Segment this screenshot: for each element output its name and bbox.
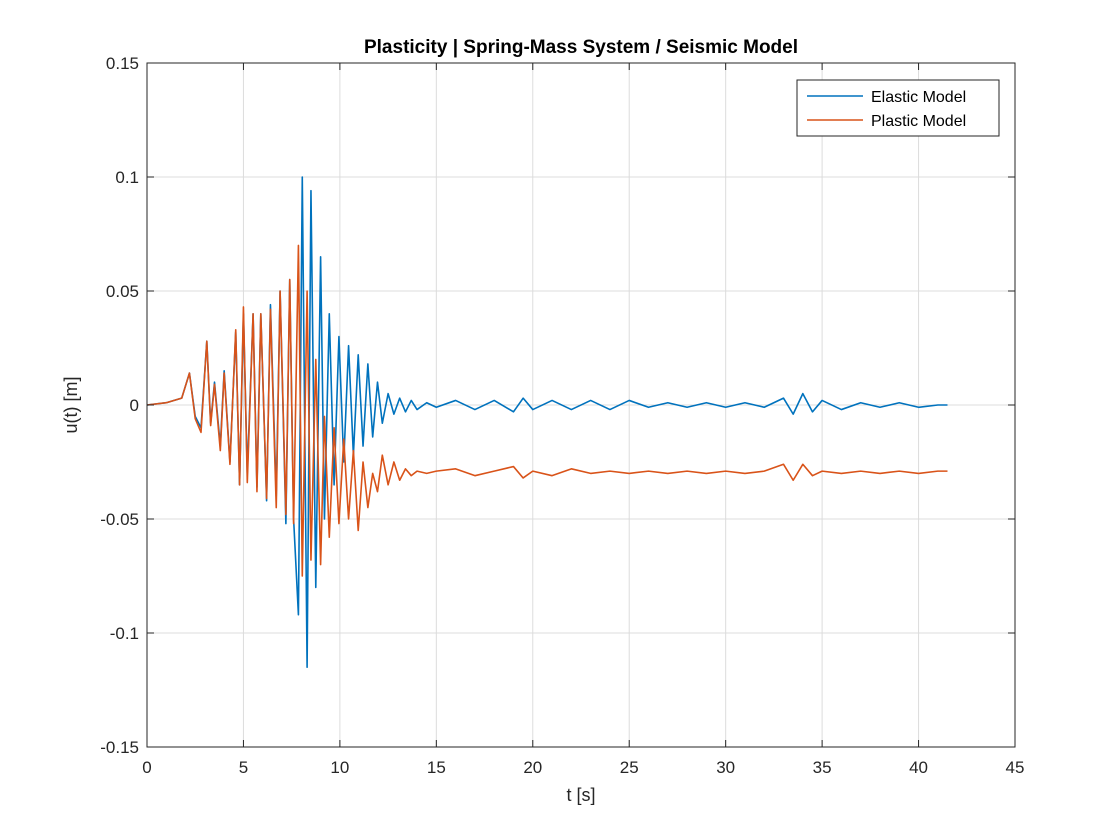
x-axis-label: t [s] (566, 785, 595, 805)
x-tick-label: 20 (523, 758, 542, 777)
x-tick-label: 25 (620, 758, 639, 777)
x-tick-label: 10 (330, 758, 349, 777)
y-tick-label: -0.1 (110, 624, 139, 643)
y-tick-label: -0.15 (100, 738, 139, 757)
y-tick-label: 0.15 (106, 54, 139, 73)
series-line-plastic-model (146, 244, 948, 577)
y-tick-label: -0.05 (100, 510, 139, 529)
legend-box (796, 79, 1000, 137)
x-tick-label: 40 (909, 758, 928, 777)
series-layer (146, 176, 948, 669)
chart-title: Plasticity | Spring-Mass System / Seismi… (364, 37, 798, 58)
y-axis-label: u(t) [m] (61, 377, 81, 434)
legend-label: Plastic Model (871, 113, 966, 130)
x-tick-label: 45 (1006, 758, 1025, 777)
legend-label: Elastic Model (871, 89, 966, 106)
x-tick-label: 5 (239, 758, 248, 777)
x-tick-label: 35 (813, 758, 832, 777)
x-tick-label: 15 (427, 758, 446, 777)
x-tick-label: 30 (716, 758, 735, 777)
axis-ticks: 0 5 10 15 20 25 30 35 40 45 -0.15 -0.1 -0.05 0 0.05 0.1… (100, 54, 1024, 777)
y-tick-label: 0.05 (106, 282, 139, 301)
legend: Elastic Model Plastic Model (796, 79, 1000, 137)
x-tick-label: 0 (142, 758, 151, 777)
y-tick-label: 0 (130, 396, 139, 415)
y-tick-label: 0.1 (115, 168, 139, 187)
